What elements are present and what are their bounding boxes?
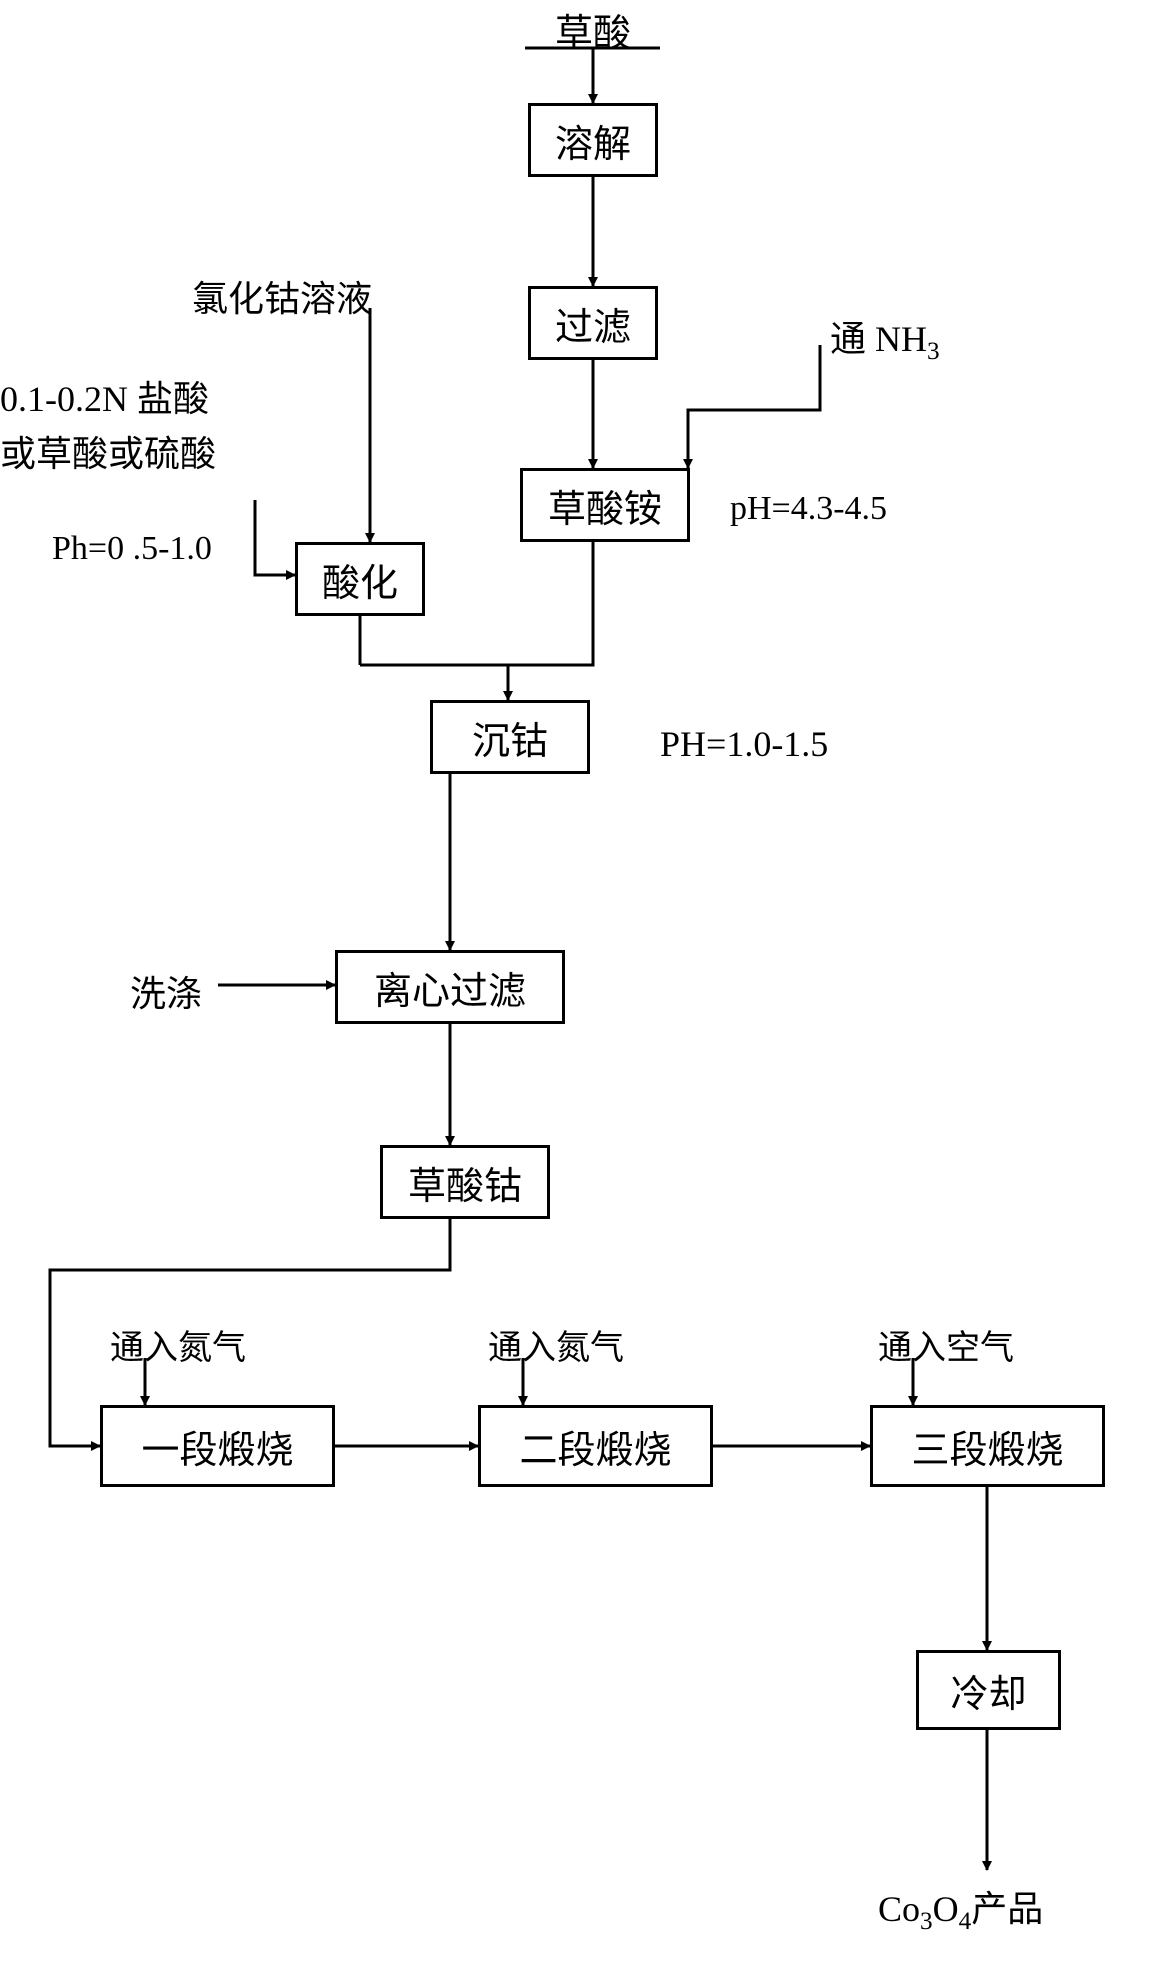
node-calc1: 一段煅烧 [100, 1405, 335, 1487]
node-cool-label: 冷却 [950, 1663, 1026, 1718]
node-cobalt-oxalate-label: 草酸钴 [408, 1155, 522, 1210]
node-ammonium-oxalate: 草酸铵 [520, 468, 690, 542]
label-n2-2: 通入氮气 [488, 1320, 624, 1369]
node-calc3-label: 三段煅烧 [911, 1419, 1063, 1474]
node-filter-label: 过滤 [555, 296, 631, 351]
node-calc3: 三段煅烧 [870, 1405, 1105, 1487]
node-precipitate-label: 沉钴 [472, 710, 548, 765]
node-dissolve: 溶解 [528, 103, 658, 177]
node-acidify-label: 酸化 [322, 552, 398, 607]
label-ph-amm: pH=4.3-4.5 [730, 490, 887, 528]
node-cobalt-oxalate: 草酸钴 [380, 1145, 550, 1219]
label-n2-1: 通入氮气 [110, 1320, 246, 1369]
label-air: 通入空气 [878, 1320, 1014, 1369]
node-calc2-label: 二段煅烧 [519, 1419, 671, 1474]
node-cool: 冷却 [916, 1650, 1061, 1730]
label-acid-line2: 或草酸或硫酸 [0, 425, 216, 477]
node-centrifuge-label: 离心过滤 [374, 960, 526, 1015]
node-calc2: 二段煅烧 [478, 1405, 713, 1487]
node-acidify: 酸化 [295, 542, 425, 616]
node-precipitate: 沉钴 [430, 700, 590, 774]
label-cocl2: 氯化钴溶液 [192, 270, 372, 322]
node-centrifuge: 离心过滤 [335, 950, 565, 1024]
label-ph1: Ph=0 .5-1.0 [52, 530, 212, 568]
start-label: 草酸 [528, 2, 658, 57]
node-filter: 过滤 [528, 286, 658, 360]
node-calc1-label: 一段煅烧 [141, 1419, 293, 1474]
label-wash: 洗涤 [130, 965, 202, 1017]
label-acid-line1: 0.1-0.2N 盐酸 [0, 370, 209, 422]
label-nh3: 通 NH3 [830, 310, 940, 366]
label-product: Co3O4产品 [878, 1880, 1043, 1936]
label-ph-precip: PH=1.0-1.5 [660, 723, 828, 765]
node-dissolve-label: 溶解 [555, 113, 631, 168]
node-ammonium-oxalate-label: 草酸铵 [548, 478, 662, 533]
